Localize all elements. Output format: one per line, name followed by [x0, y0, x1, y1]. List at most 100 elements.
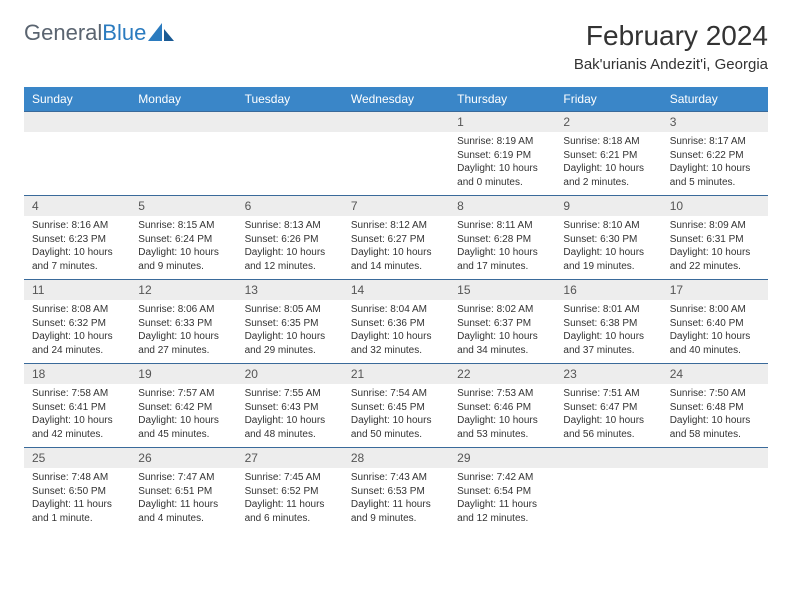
- day-number: 6: [237, 196, 343, 216]
- day-cell: Sunrise: 8:12 AMSunset: 6:27 PMDaylight:…: [343, 216, 449, 279]
- day-info-line: Sunrise: 7:54 AM: [351, 387, 441, 401]
- day-number: 2: [555, 112, 661, 132]
- daynum-row: 11121314151617: [24, 279, 768, 300]
- day-cell: [555, 468, 661, 531]
- day-info-line: Sunset: 6:21 PM: [563, 149, 653, 163]
- day-info-line: Sunrise: 7:42 AM: [457, 471, 547, 485]
- day-info-line: Sunset: 6:46 PM: [457, 401, 547, 415]
- day-info-line: Sunrise: 8:12 AM: [351, 219, 441, 233]
- day-info-line: Sunrise: 7:57 AM: [138, 387, 228, 401]
- day-number: 11: [24, 280, 130, 300]
- day-cell: Sunrise: 7:53 AMSunset: 6:46 PMDaylight:…: [449, 384, 555, 447]
- day-number: 13: [237, 280, 343, 300]
- day-info-line: Sunset: 6:26 PM: [245, 233, 335, 247]
- day-info-line: and 14 minutes.: [351, 260, 441, 274]
- day-info-line: Daylight: 10 hours: [351, 414, 441, 428]
- day-info-line: Daylight: 10 hours: [563, 414, 653, 428]
- day-cell: Sunrise: 7:51 AMSunset: 6:47 PMDaylight:…: [555, 384, 661, 447]
- day-info-line: Daylight: 11 hours: [138, 498, 228, 512]
- day-cell: Sunrise: 8:01 AMSunset: 6:38 PMDaylight:…: [555, 300, 661, 363]
- day-number: [237, 112, 343, 132]
- day-number: 21: [343, 364, 449, 384]
- day-info-line: and 9 minutes.: [351, 512, 441, 526]
- day-info-line: Daylight: 10 hours: [670, 414, 760, 428]
- day-number: 16: [555, 280, 661, 300]
- day-info-line: Daylight: 10 hours: [457, 414, 547, 428]
- day-number: 14: [343, 280, 449, 300]
- day-number: 7: [343, 196, 449, 216]
- day-cell: Sunrise: 8:00 AMSunset: 6:40 PMDaylight:…: [662, 300, 768, 363]
- day-info-line: Daylight: 10 hours: [32, 330, 122, 344]
- day-info-line: Sunset: 6:50 PM: [32, 485, 122, 499]
- day-cell: [662, 468, 768, 531]
- daynum-row: 123: [24, 111, 768, 132]
- day-number: [24, 112, 130, 132]
- day-number: 4: [24, 196, 130, 216]
- week-row: Sunrise: 8:19 AMSunset: 6:19 PMDaylight:…: [24, 132, 768, 195]
- day-info-line: Sunset: 6:52 PM: [245, 485, 335, 499]
- weekday-header: Sunday: [24, 87, 130, 111]
- logo: GeneralBlue: [24, 20, 174, 46]
- day-info-line: and 4 minutes.: [138, 512, 228, 526]
- day-info-line: and 53 minutes.: [457, 428, 547, 442]
- day-number: 29: [449, 448, 555, 468]
- day-number: 12: [130, 280, 236, 300]
- day-cell: [130, 132, 236, 195]
- day-cell: Sunrise: 7:48 AMSunset: 6:50 PMDaylight:…: [24, 468, 130, 531]
- day-info-line: Sunrise: 7:43 AM: [351, 471, 441, 485]
- day-info-line: Daylight: 10 hours: [457, 162, 547, 176]
- day-number: 22: [449, 364, 555, 384]
- day-cell: Sunrise: 7:42 AMSunset: 6:54 PMDaylight:…: [449, 468, 555, 531]
- daynum-row: 45678910: [24, 195, 768, 216]
- day-info-line: Sunset: 6:31 PM: [670, 233, 760, 247]
- day-cell: [237, 132, 343, 195]
- day-cell: Sunrise: 7:47 AMSunset: 6:51 PMDaylight:…: [130, 468, 236, 531]
- day-cell: Sunrise: 8:10 AMSunset: 6:30 PMDaylight:…: [555, 216, 661, 279]
- day-number: 19: [130, 364, 236, 384]
- day-info-line: Sunset: 6:24 PM: [138, 233, 228, 247]
- day-info-line: Daylight: 10 hours: [670, 162, 760, 176]
- day-number: [662, 448, 768, 468]
- day-cell: [343, 132, 449, 195]
- day-info-line: and 17 minutes.: [457, 260, 547, 274]
- day-cell: Sunrise: 7:55 AMSunset: 6:43 PMDaylight:…: [237, 384, 343, 447]
- day-info-line: Sunrise: 8:13 AM: [245, 219, 335, 233]
- day-info-line: Daylight: 10 hours: [245, 246, 335, 260]
- day-info-line: Daylight: 10 hours: [670, 246, 760, 260]
- day-info-line: Sunrise: 7:48 AM: [32, 471, 122, 485]
- weekday-header-row: SundayMondayTuesdayWednesdayThursdayFrid…: [24, 87, 768, 111]
- day-info-line: Daylight: 10 hours: [245, 330, 335, 344]
- day-info-line: and 48 minutes.: [245, 428, 335, 442]
- day-info-line: Daylight: 10 hours: [245, 414, 335, 428]
- day-number: 8: [449, 196, 555, 216]
- day-cell: Sunrise: 8:05 AMSunset: 6:35 PMDaylight:…: [237, 300, 343, 363]
- day-info-line: Sunrise: 8:18 AM: [563, 135, 653, 149]
- day-info-line: and 58 minutes.: [670, 428, 760, 442]
- calendar: SundayMondayTuesdayWednesdayThursdayFrid…: [24, 87, 768, 531]
- day-info-line: and 24 minutes.: [32, 344, 122, 358]
- day-info-line: Sunrise: 8:04 AM: [351, 303, 441, 317]
- day-number: 20: [237, 364, 343, 384]
- weekday-header: Saturday: [662, 87, 768, 111]
- day-info-line: Sunrise: 7:58 AM: [32, 387, 122, 401]
- week-row: Sunrise: 7:58 AMSunset: 6:41 PMDaylight:…: [24, 384, 768, 447]
- day-info-line: Sunset: 6:47 PM: [563, 401, 653, 415]
- day-cell: Sunrise: 8:11 AMSunset: 6:28 PMDaylight:…: [449, 216, 555, 279]
- day-info-line: Sunrise: 8:08 AM: [32, 303, 122, 317]
- day-number: 18: [24, 364, 130, 384]
- weekday-header: Wednesday: [343, 87, 449, 111]
- day-info-line: and 27 minutes.: [138, 344, 228, 358]
- weekday-header: Thursday: [449, 87, 555, 111]
- day-number: 28: [343, 448, 449, 468]
- day-info-line: and 29 minutes.: [245, 344, 335, 358]
- day-cell: Sunrise: 8:13 AMSunset: 6:26 PMDaylight:…: [237, 216, 343, 279]
- day-number: 27: [237, 448, 343, 468]
- weekday-header: Monday: [130, 87, 236, 111]
- day-number: 1: [449, 112, 555, 132]
- day-info-line: Sunset: 6:19 PM: [457, 149, 547, 163]
- weekday-header: Friday: [555, 87, 661, 111]
- day-info-line: Sunrise: 8:10 AM: [563, 219, 653, 233]
- day-cell: Sunrise: 7:57 AMSunset: 6:42 PMDaylight:…: [130, 384, 236, 447]
- logo-text-blue: Blue: [102, 20, 146, 45]
- day-info-line: Sunset: 6:33 PM: [138, 317, 228, 331]
